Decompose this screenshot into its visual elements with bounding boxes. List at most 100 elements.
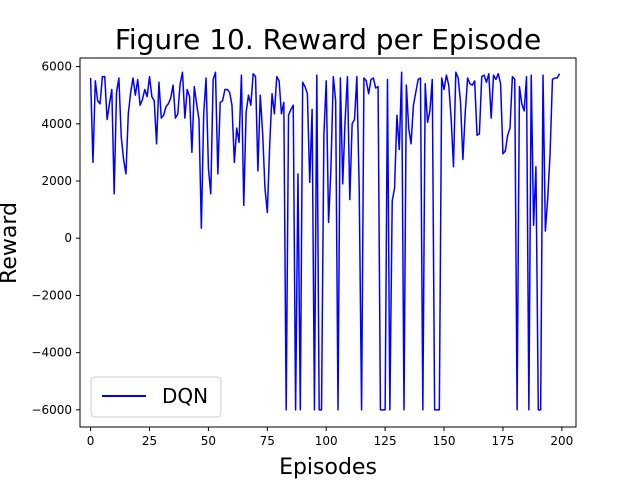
- data-point: [151, 96, 152, 97]
- data-point: [271, 93, 272, 94]
- x-tick-label: 150: [433, 434, 456, 448]
- data-point: [347, 76, 348, 77]
- x-tick-label: 200: [550, 434, 573, 448]
- data-point: [180, 83, 181, 84]
- data-point: [385, 409, 386, 410]
- data-point: [455, 72, 456, 73]
- data-point: [246, 112, 247, 113]
- data-point: [547, 198, 548, 199]
- data-point: [215, 72, 216, 73]
- data-point: [307, 93, 308, 94]
- data-point: [224, 89, 225, 90]
- data-point: [462, 159, 463, 160]
- data-point: [248, 95, 249, 96]
- data-point: [469, 83, 470, 84]
- data-point: [147, 96, 148, 97]
- data-point: [236, 127, 237, 128]
- data-point: [302, 82, 303, 83]
- x-tick-label: 75: [260, 434, 275, 448]
- data-point: [540, 409, 541, 410]
- axes-frame: [79, 57, 577, 428]
- data-point: [446, 75, 447, 76]
- x-tick-label: 25: [142, 434, 157, 448]
- x-axis: 0 25 50 75 100 125 150 175 200: [87, 427, 573, 448]
- data-point: [507, 135, 508, 136]
- data-point: [420, 77, 421, 78]
- data-point: [114, 193, 115, 194]
- data-point: [495, 79, 496, 80]
- data-point: [107, 119, 108, 120]
- x-tick-label: 175: [492, 434, 515, 448]
- data-point: [260, 95, 261, 96]
- data-point: [521, 103, 522, 104]
- data-point: [535, 166, 536, 167]
- data-point: [135, 95, 136, 96]
- data-point: [415, 92, 416, 93]
- data-point: [481, 76, 482, 77]
- data-point: [439, 409, 440, 410]
- data-point: [382, 409, 383, 410]
- data-point: [243, 205, 244, 206]
- data-point: [502, 153, 503, 154]
- data-point: [182, 72, 183, 73]
- legend: DQN: [90, 376, 222, 418]
- data-point: [184, 117, 185, 118]
- data-point: [279, 80, 280, 81]
- data-point: [231, 105, 232, 106]
- data-point: [144, 89, 145, 90]
- chart-title: Figure 10. Reward per Episode: [115, 23, 541, 56]
- data-point: [451, 117, 452, 118]
- data-point: [222, 100, 223, 101]
- data-point: [354, 119, 355, 120]
- data-point: [297, 173, 298, 174]
- data-point: [401, 72, 402, 73]
- data-point: [161, 117, 162, 118]
- data-point: [328, 222, 329, 223]
- data-point: [399, 149, 400, 150]
- data-point: [267, 212, 268, 213]
- data-point: [476, 135, 477, 136]
- y-axis: −6000 −4000 −2000 0 2000 4000 6000: [31, 60, 80, 417]
- data-point: [533, 225, 534, 226]
- data-point: [253, 73, 254, 74]
- data-point: [453, 166, 454, 167]
- data-point: [168, 103, 169, 104]
- data-point: [403, 409, 404, 410]
- data-point: [528, 409, 529, 410]
- data-point: [95, 80, 96, 81]
- legend-frame: [90, 376, 222, 418]
- data-point: [542, 75, 543, 76]
- data-point: [337, 409, 338, 410]
- data-point: [474, 80, 475, 81]
- data-point: [549, 153, 550, 154]
- data-point: [526, 76, 527, 77]
- data-point: [458, 77, 459, 78]
- y-tick-label: 4000: [41, 117, 72, 131]
- data-point: [238, 142, 239, 143]
- data-point: [170, 97, 171, 98]
- data-point: [281, 113, 282, 114]
- data-point: [375, 87, 376, 88]
- data-point: [467, 77, 468, 78]
- data-point: [97, 100, 98, 101]
- data-point: [210, 193, 211, 194]
- data-point: [123, 159, 124, 160]
- data-point: [229, 92, 230, 93]
- data-point: [342, 183, 343, 184]
- data-point: [274, 113, 275, 114]
- data-point: [286, 409, 287, 410]
- x-tick-label: 100: [315, 434, 338, 448]
- data-point: [269, 145, 270, 146]
- data-point: [288, 115, 289, 116]
- data-point: [500, 83, 501, 84]
- data-point: [121, 136, 122, 137]
- legend-label-dqn: DQN: [162, 384, 208, 408]
- data-point: [154, 100, 155, 101]
- data-point: [370, 79, 371, 80]
- data-point: [116, 92, 117, 93]
- data-point: [366, 80, 367, 81]
- data-point: [344, 120, 345, 121]
- data-point: [187, 89, 188, 90]
- data-point: [300, 409, 301, 410]
